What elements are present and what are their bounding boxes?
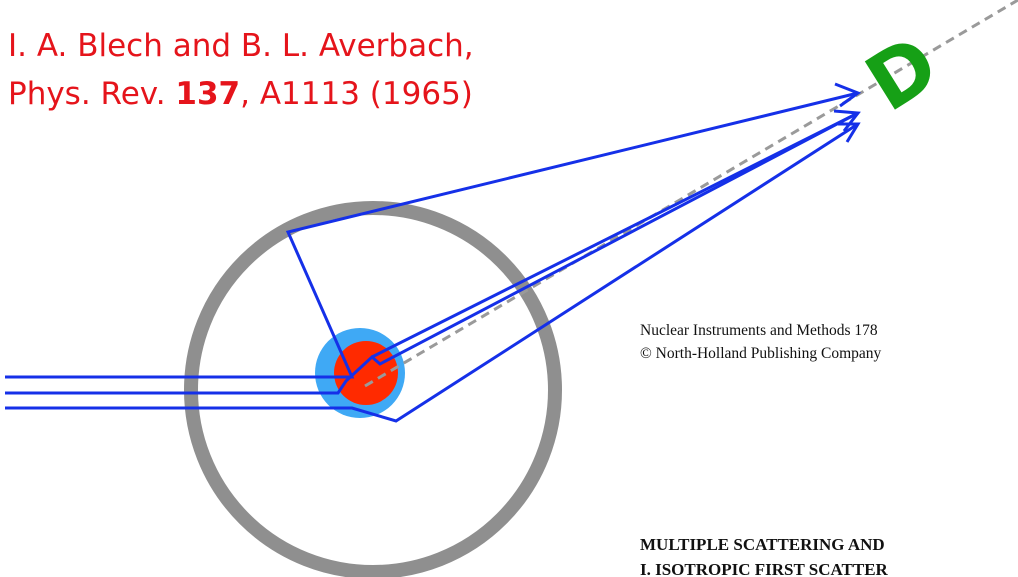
detector-axis <box>364 0 1018 388</box>
single-scatter-beam <box>5 122 859 423</box>
arrowhead <box>838 122 861 143</box>
paper-journal: Nuclear Instruments and Methods 178 <box>640 322 878 339</box>
paper-publisher: © North-Holland Publishing Company <box>640 345 882 362</box>
direct-beam <box>371 111 859 359</box>
arrowhead <box>834 82 862 108</box>
paper-title: I. ISOTROPIC FIRST SCATTER <box>640 560 889 577</box>
zigzag-beam <box>5 111 859 395</box>
inner-sample <box>334 341 398 405</box>
reference-volume: 137 <box>175 76 240 112</box>
sample-container <box>184 201 562 577</box>
paper-title: MULTIPLE SCATTERING AND <box>640 535 885 554</box>
reference-pages: , A1113 (1965) <box>240 76 473 112</box>
double-scatter-beam <box>5 91 859 379</box>
detector-label: D <box>851 19 954 130</box>
reference-authors: I. A. Blech and B. L. Averbach, <box>8 28 474 64</box>
reference-journal: Phys. Rev. <box>8 76 175 112</box>
reference-citation: Phys. Rev. 137, A1113 (1965) <box>8 76 473 112</box>
